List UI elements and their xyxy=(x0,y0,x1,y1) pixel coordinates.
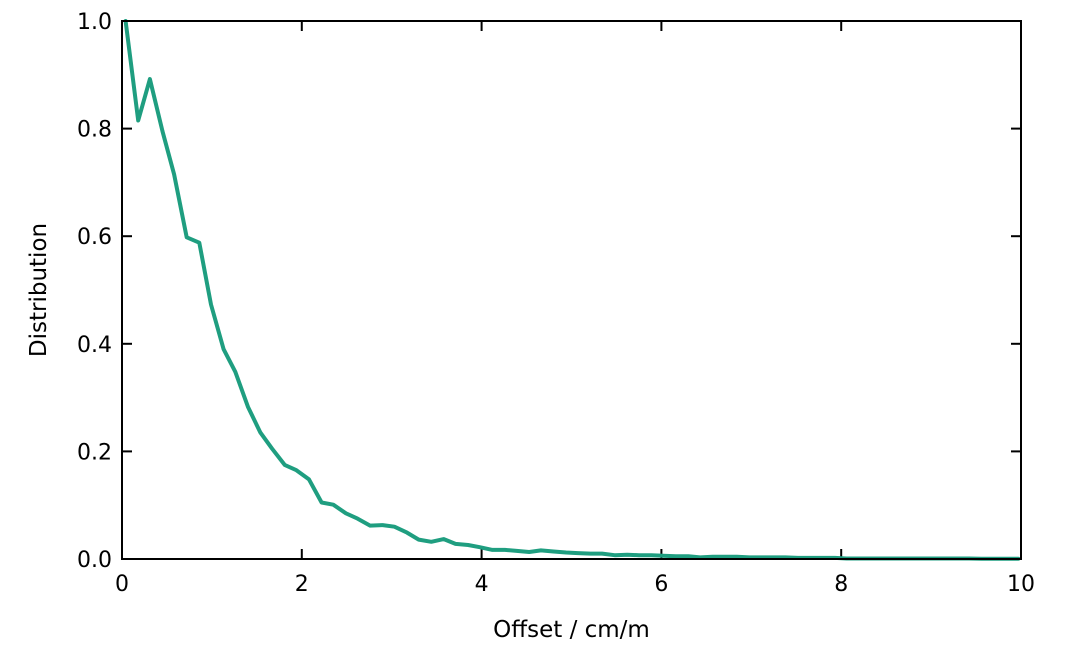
y-axis-label: Distribution xyxy=(26,223,52,357)
x-tick-label: 4 xyxy=(475,572,489,597)
plot-area xyxy=(122,21,1021,559)
x-axis-label: Offset / cm/m xyxy=(493,617,650,643)
y-tick-label: 0.4 xyxy=(77,333,112,358)
y-tick-label: 0.8 xyxy=(77,118,112,143)
x-tick-label: 8 xyxy=(834,572,848,597)
plot-frame xyxy=(121,20,1022,560)
x-tick-label: 0 xyxy=(115,572,129,597)
x-tick-label: 6 xyxy=(654,572,668,597)
y-tick-label: 0.2 xyxy=(77,440,112,465)
x-tick-label: 10 xyxy=(1007,572,1035,597)
y-tick-label: 0.6 xyxy=(77,225,112,250)
y-tick-label: 0.0 xyxy=(77,548,112,573)
x-tick-label: 2 xyxy=(295,572,309,597)
y-tick-label: 1.0 xyxy=(77,10,112,35)
axis-tick-labels: 0 2 4 6 8 10 0.0 0.2 0.4 0.6 0.8 1.0 xyxy=(77,10,1035,597)
